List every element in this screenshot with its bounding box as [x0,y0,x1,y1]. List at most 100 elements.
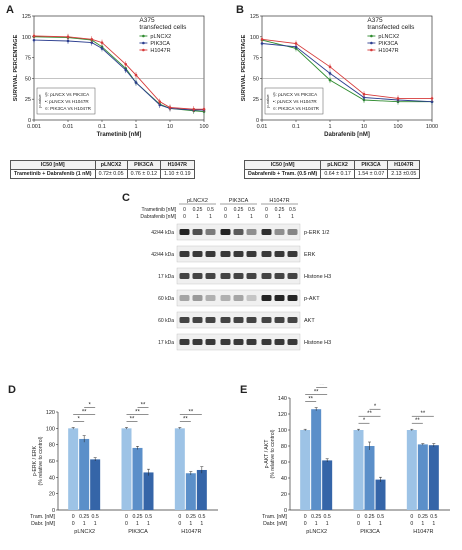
dabr-value: 1 [196,214,199,220]
dabr-value: 1 [432,521,435,527]
blot-band [287,273,298,279]
ic50-table-row: Dabrafenib + Tram. (0.5 nM) 0.64 ± 0.17 … [243,169,421,179]
y-tick-label: 60 [49,459,55,465]
blot-group-label: PIK3CA [229,198,249,204]
legend-marker [142,48,145,52]
tram-value: 0.25 [79,514,89,520]
bar [322,460,333,510]
tram-value: 0.25 [275,207,285,213]
x-axis-label: Trametinib [nM] [97,132,142,138]
tram-value: 0.5 [248,207,255,213]
significance-label: ** [188,410,193,416]
y-tick-label: 80 [49,443,55,449]
dabr-value: 1 [379,521,382,527]
tram-value: 0 [304,514,307,520]
y-tick-label: 80 [281,444,287,450]
data-point [66,35,70,39]
dabr-row-label: Dabr. [nM] [263,521,287,527]
legend-label: H1047R [150,48,170,54]
tram-value: 0.25 [193,207,203,213]
dabr-value: 0 [183,214,186,220]
blot-kda-label: 17 kDa [158,274,174,280]
western-blot: pLNCX2 PIK3CA H1047R Trametinib [nM]Dabrafe… [140,198,331,351]
stats-box-entry: §: pLNCX Vs PIK3CA [273,92,318,97]
dabr-value: 1 [136,521,139,527]
bar [406,430,417,510]
blot-band [246,339,257,345]
ic50-header-cell: H1047R [160,160,195,170]
y-tick-label: 50 [25,76,31,82]
x-axis-label: Dabrafenib [nM] [324,132,370,138]
data-point [100,41,104,44]
legend-label: PIK3CA [150,41,170,47]
significance-label: * [363,418,366,424]
data-point [294,45,298,49]
ic50-cell: 2.13 ±0.05 [387,169,421,179]
dabr-value: 1 [237,214,240,220]
y-axis-label: SURVIVAL PERCENTAGE [241,34,247,101]
x-tick-label: 10 [361,124,367,130]
bar [417,444,428,510]
dabr-value: 0 [224,214,227,220]
ic50-cell: 0.64 ± 0.17 [320,169,355,179]
data-point [260,42,264,45]
stats-box-entry: •: pLNCX Vs H1047R [45,99,89,104]
ic50-header-cell: IC50 [nM] [10,160,96,170]
significance-label: * [77,417,80,423]
ic50-cell: 1.54 ± 0.07 [353,169,389,179]
stats-box-title: p-value [37,94,42,108]
y-tick-label: 0 [284,508,287,514]
legend-marker [142,41,145,45]
x-tick-label: 0.1 [98,124,106,130]
dabr-value: 0 [72,521,75,527]
blot-band [233,317,244,323]
blot-band [287,317,298,323]
y-tick-label: 0 [256,118,259,124]
blot-band [179,273,190,279]
blot-band [274,317,285,323]
data-point [124,68,128,72]
x-tick-label: 0.1 [292,124,300,130]
blot-group-label: pLNCX2 [187,198,208,204]
y-tick-label: 75 [253,56,259,62]
bar [174,428,185,510]
blot-kda-label: 42/44 kDa [151,230,174,236]
series-line-H1047R [33,35,204,110]
stats-box [36,87,96,115]
y-axis-label: SURVIVAL PERCENTAGE [13,34,19,101]
series-line-PIK3CA [33,39,204,111]
ic50-table-header: IC50 [nM] pLNCX2 PIK3CA H1047R [243,160,421,170]
y-tick-label: 50 [253,76,259,82]
ic50-header-cell: PIK3CA [353,160,389,170]
tram-value: 0.5 [92,514,99,520]
blot-band [192,251,203,257]
plot-frame [261,15,433,121]
ic50-header-cell: IC50 [nM] [243,160,322,170]
series-line-H1047R [261,38,432,99]
bar [185,473,196,510]
bar [353,430,364,510]
blot-band [179,317,190,323]
y-tick-label: 0 [28,118,31,124]
blot-band [274,339,285,345]
blot-band [233,339,244,345]
y-tick-label: 20 [49,492,55,498]
blot-band [233,251,244,257]
y-axis-label: p-AKT / AKT [264,439,270,469]
blot-band [233,229,244,235]
x-tick-label: 100 [393,124,402,130]
blot-band [261,317,272,323]
dabr-value: 1 [278,214,281,220]
blot-band [261,273,272,279]
blot-band [274,295,285,301]
blot-group-label: H1047R [269,198,289,204]
ic50-header-cell: PIK3CA [126,160,162,170]
dabr-value: 0 [265,214,268,220]
significance-label: ** [319,384,324,389]
blot-band [220,273,231,279]
significance-label: ** [135,410,140,416]
blot-band [205,251,216,257]
blot-protein-label: Histone H3 [304,274,331,280]
data-point [328,78,332,82]
